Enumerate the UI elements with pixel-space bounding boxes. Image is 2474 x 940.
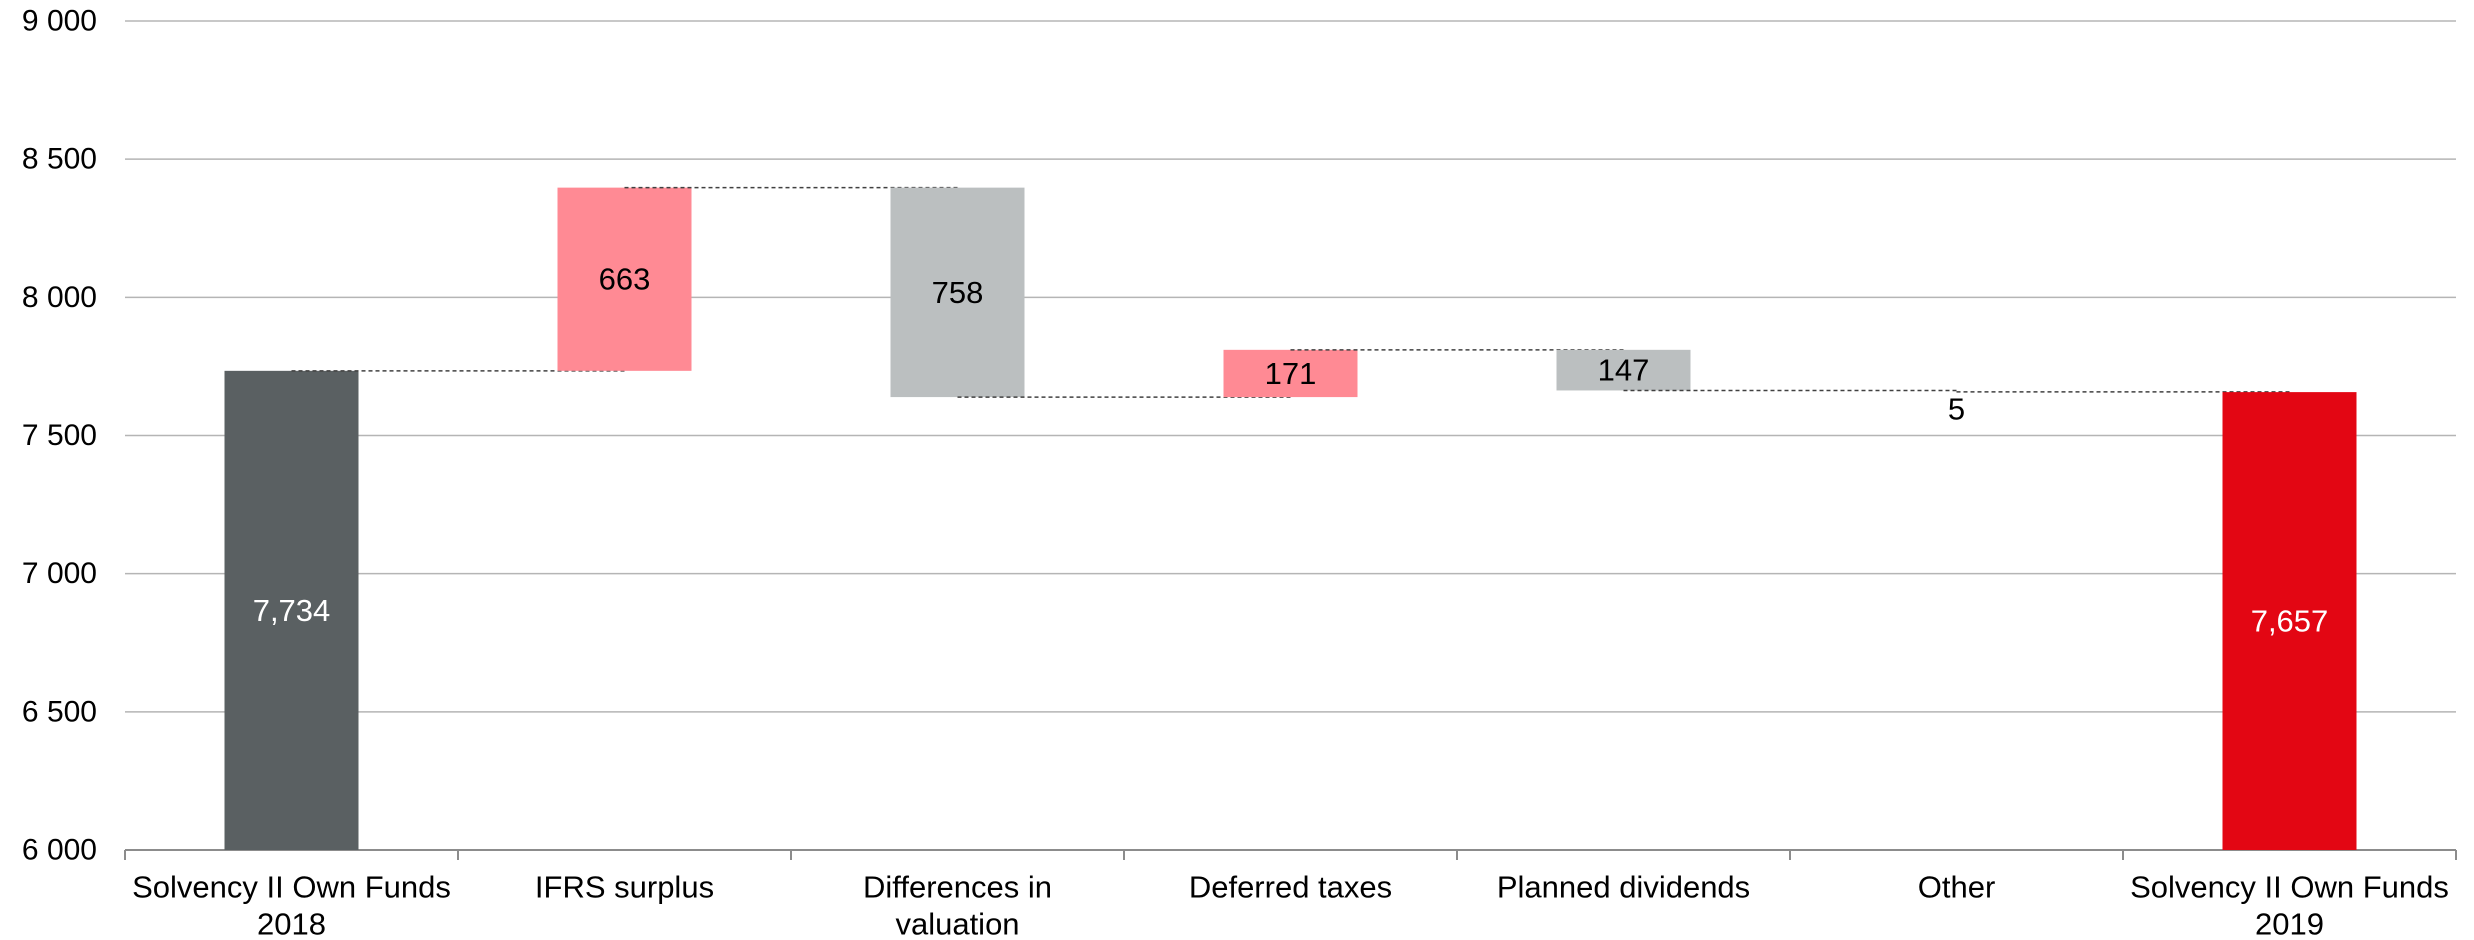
data-label: 7,657 — [2251, 604, 2329, 639]
bar — [224, 370, 359, 850]
category-label: Solvency II Own Funds — [2130, 870, 2449, 905]
bar — [890, 187, 1025, 398]
bar — [1223, 349, 1358, 398]
category-label: Differences in — [863, 870, 1052, 905]
data-label: 758 — [932, 275, 984, 310]
data-label: 147 — [1598, 353, 1650, 388]
category-label: Deferred taxes — [1189, 870, 1392, 905]
bar — [1556, 349, 1691, 391]
category-label: Planned dividends — [1497, 870, 1750, 905]
y-tick-label: 6 000 — [22, 834, 97, 867]
data-label: 5 — [1948, 391, 1965, 426]
y-tick-label: 8 000 — [22, 281, 97, 314]
category-label: valuation — [895, 907, 1019, 940]
y-tick-label: 8 500 — [22, 143, 97, 176]
bar — [2222, 392, 2357, 850]
category-label: Other — [1918, 870, 1996, 905]
y-tick-label: 6 500 — [22, 695, 97, 728]
category-label: 2018 — [257, 907, 326, 940]
category-label: IFRS surplus — [535, 870, 714, 905]
category-label: Solvency II Own Funds — [132, 870, 451, 905]
data-label: 171 — [1265, 356, 1317, 391]
category-label: 2019 — [2255, 907, 2324, 940]
data-label: 663 — [599, 262, 651, 297]
y-tick-label: 9 000 — [22, 5, 97, 38]
y-tick-label: 7 500 — [22, 419, 97, 452]
data-label: 7,734 — [253, 593, 331, 628]
y-tick-label: 7 000 — [22, 557, 97, 590]
bar — [557, 187, 692, 371]
